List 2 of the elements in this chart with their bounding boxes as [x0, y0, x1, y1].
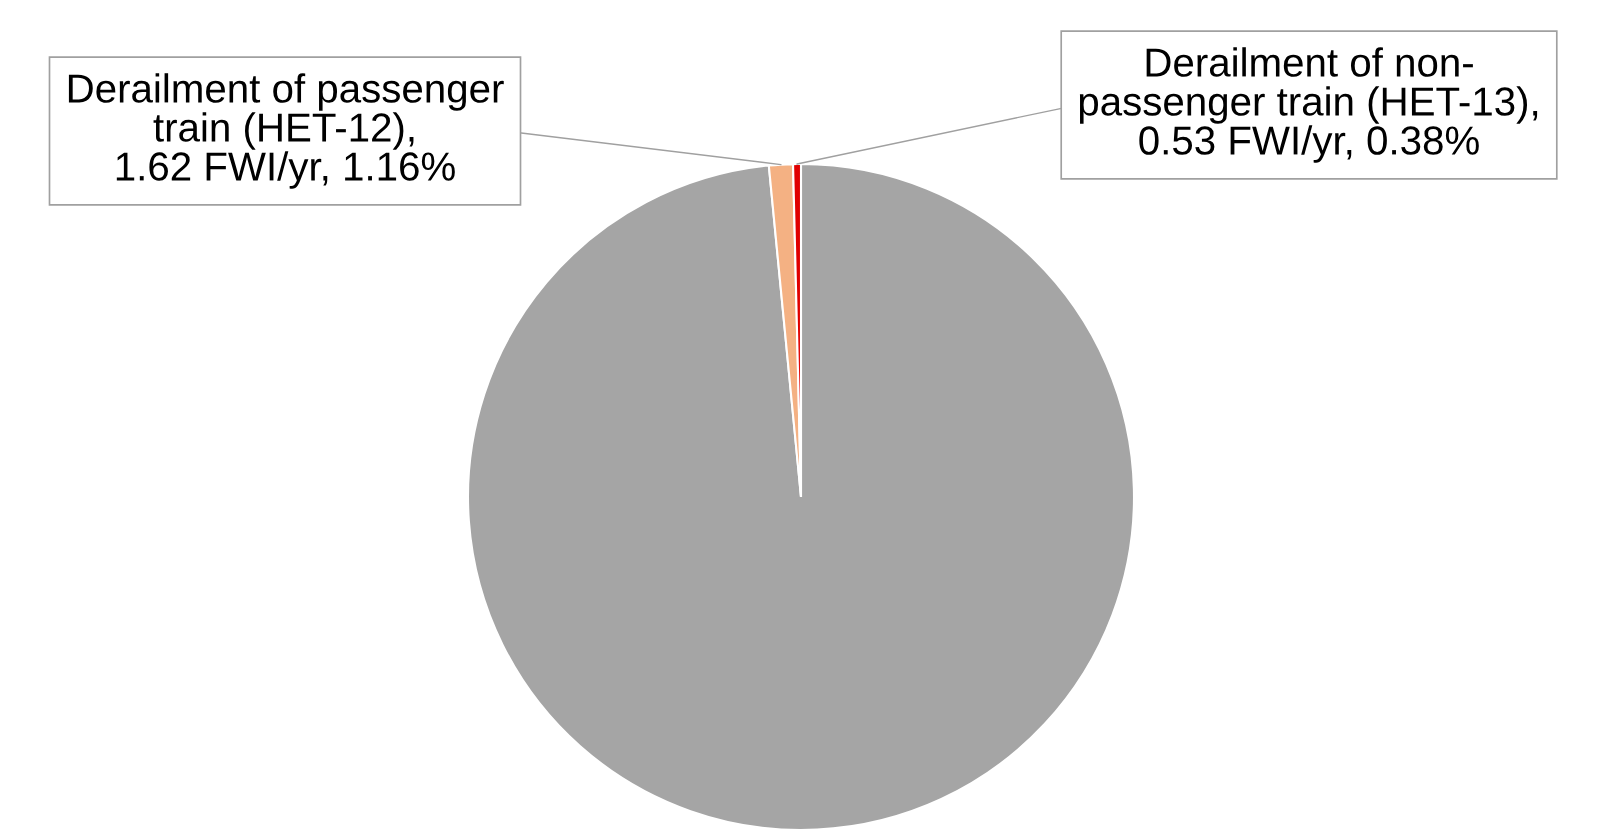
slice-label: Derailment of passenger train (HET-12), 1.62 FWI/yr, 1.16% [68, 73, 504, 189]
slice-label: Derailment of non- passenger train (HET-13), 0.53 FWI/yr, 0.38% [1079, 47, 1538, 163]
